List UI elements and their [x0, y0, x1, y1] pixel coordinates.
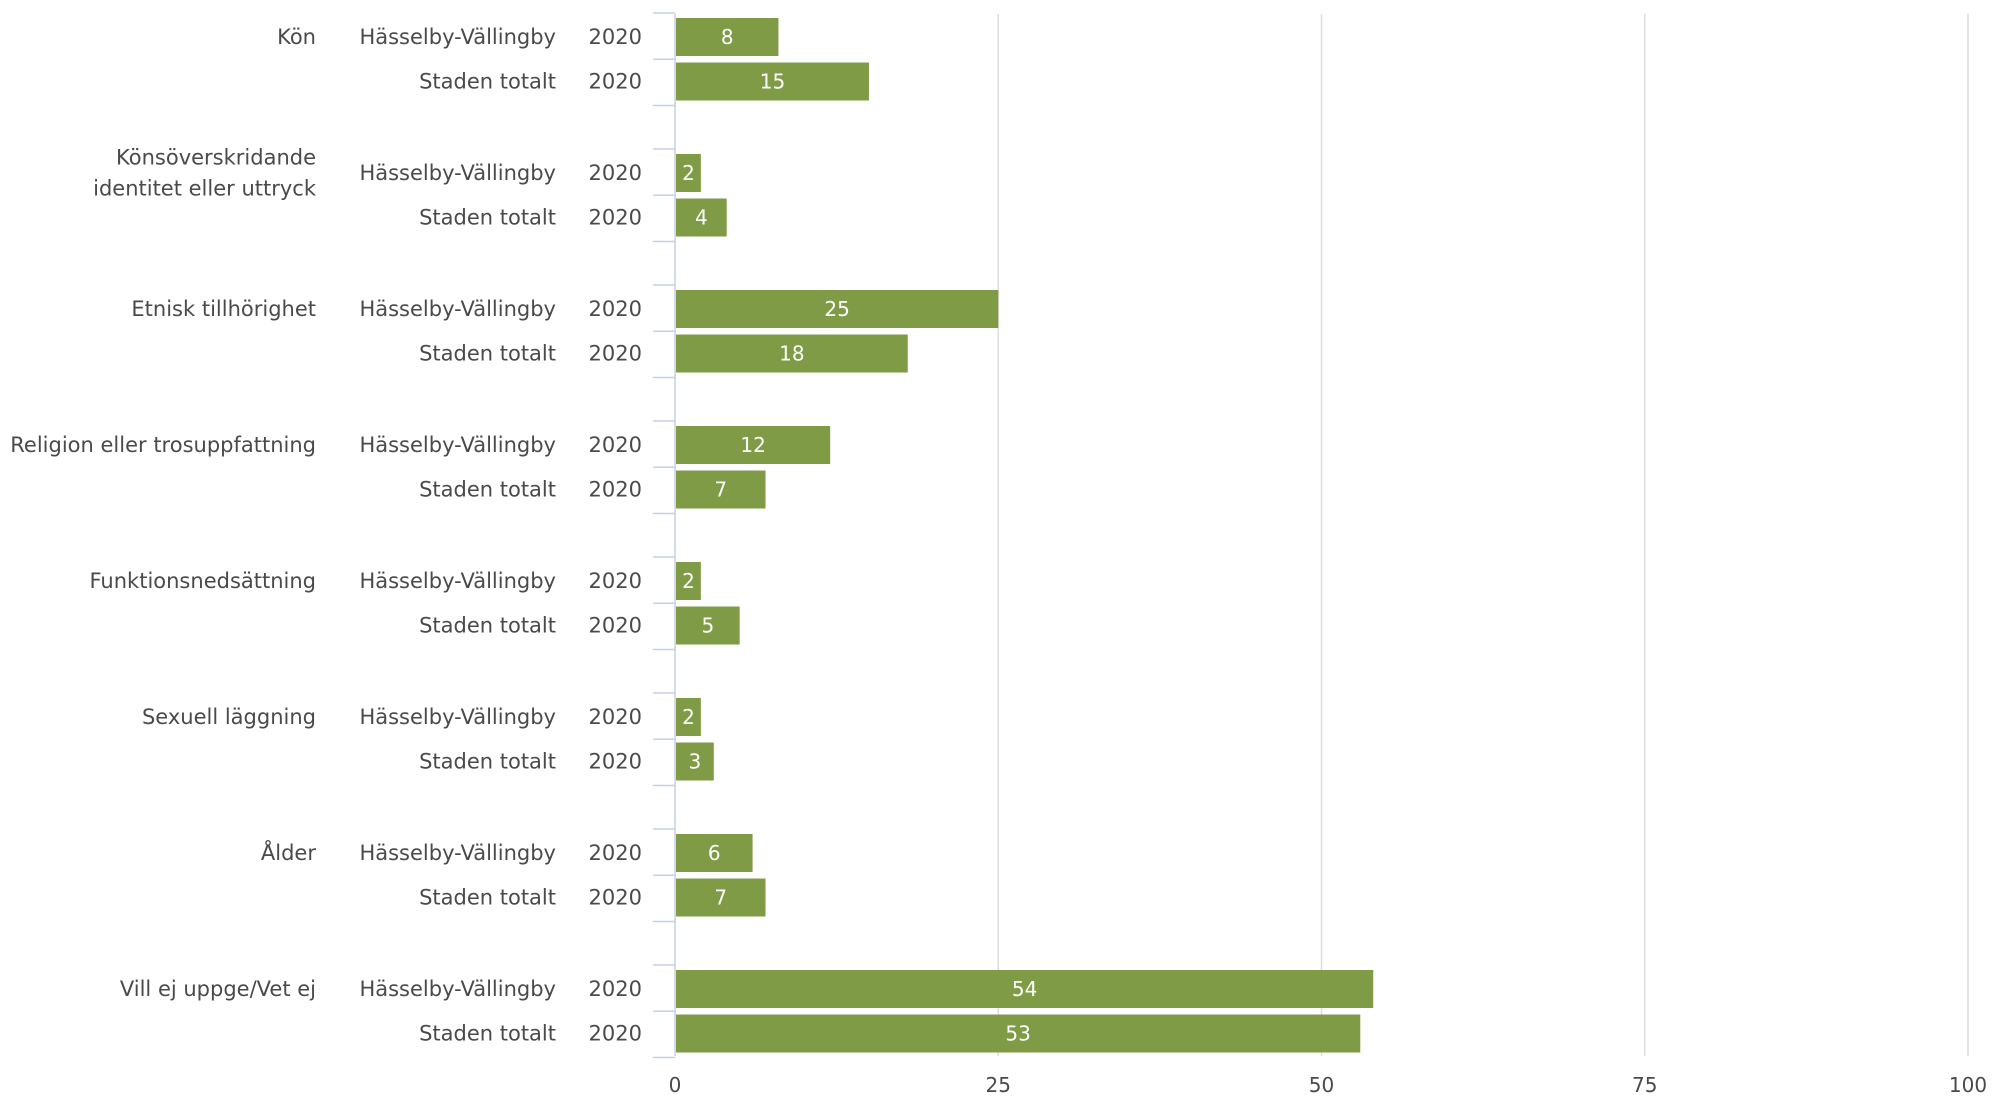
category-label: Kön — [277, 25, 316, 49]
data-label: 7 — [714, 886, 727, 910]
series-label: Hässelby-Vällingby — [359, 841, 556, 865]
year-label: 2020 — [589, 705, 642, 729]
bar — [676, 834, 753, 872]
series-label: Hässelby-Vällingby — [359, 161, 556, 185]
series-label: Hässelby-Vällingby — [359, 25, 556, 49]
series-label: Staden totalt — [419, 70, 556, 94]
x-tick-label: 75 — [1632, 1073, 1657, 1097]
bar — [676, 334, 908, 373]
year-label: 2020 — [589, 478, 642, 502]
bar — [676, 878, 766, 917]
series-label: Hässelby-Vällingby — [359, 297, 556, 321]
bar — [676, 1014, 1361, 1053]
year-label: 2020 — [589, 569, 642, 593]
data-label: 4 — [695, 206, 708, 230]
category-label: Etnisk tillhörighet — [131, 297, 316, 321]
series-label: Staden totalt — [419, 206, 556, 230]
bar — [676, 742, 714, 781]
series-label: Hässelby-Vällingby — [359, 705, 556, 729]
x-tick-label: 0 — [669, 1073, 682, 1097]
category-label: Vill ej uppge/Vet ej — [120, 977, 316, 1001]
bar — [676, 470, 766, 509]
data-label: 8 — [721, 25, 734, 49]
bar — [676, 18, 779, 56]
bar — [676, 562, 701, 600]
year-label: 2020 — [589, 841, 642, 865]
data-label: 15 — [760, 70, 785, 94]
series-label: Staden totalt — [419, 886, 556, 910]
bar — [676, 62, 869, 101]
x-tick-label: 25 — [986, 1073, 1011, 1097]
series-label: Hässelby-Vällingby — [359, 977, 556, 1001]
data-label: 7 — [714, 478, 727, 502]
category-label: Funktionsnedsättning — [90, 569, 317, 593]
data-label: 3 — [689, 750, 702, 774]
data-label: 54 — [1012, 977, 1037, 1001]
bar — [676, 198, 727, 237]
category-label: Könsöverskridande — [116, 146, 316, 170]
year-label: 2020 — [589, 206, 642, 230]
year-label: 2020 — [589, 433, 642, 457]
year-label: 2020 — [589, 750, 642, 774]
year-label: 2020 — [589, 886, 642, 910]
x-tick-label: 100 — [1949, 1073, 1987, 1097]
year-label: 2020 — [589, 614, 642, 638]
series-label: Staden totalt — [419, 342, 556, 366]
bar — [676, 290, 999, 328]
data-label: 6 — [708, 841, 721, 865]
category-label: Ålder — [261, 839, 316, 865]
series-label: Hässelby-Vällingby — [359, 569, 556, 593]
year-label: 2020 — [589, 342, 642, 366]
data-label: 2 — [682, 705, 695, 729]
bar — [676, 426, 831, 464]
category-label: Religion eller trosuppfattning — [10, 433, 316, 457]
year-label: 2020 — [589, 161, 642, 185]
data-label: 18 — [779, 342, 804, 366]
series-label: Staden totalt — [419, 478, 556, 502]
x-tick-label: 50 — [1309, 1073, 1334, 1097]
year-label: 2020 — [589, 25, 642, 49]
series-label: Staden totalt — [419, 750, 556, 774]
year-label: 2020 — [589, 297, 642, 321]
data-label: 5 — [701, 614, 714, 638]
bar — [676, 154, 701, 192]
year-label: 2020 — [589, 1022, 642, 1046]
category-label: Sexuell läggning — [142, 705, 316, 729]
category-label: identitet eller uttryck — [93, 177, 317, 201]
data-label: 2 — [682, 569, 695, 593]
series-label: Staden totalt — [419, 1022, 556, 1046]
bar — [676, 698, 701, 736]
year-label: 2020 — [589, 70, 642, 94]
data-label: 25 — [824, 297, 849, 321]
series-label: Hässelby-Vällingby — [359, 433, 556, 457]
year-label: 2020 — [589, 977, 642, 1001]
data-label: 2 — [682, 161, 695, 185]
data-label: 53 — [1005, 1022, 1030, 1046]
bar — [676, 606, 740, 645]
data-label: 12 — [740, 433, 765, 457]
series-label: Staden totalt — [419, 614, 556, 638]
bar — [676, 970, 1374, 1008]
